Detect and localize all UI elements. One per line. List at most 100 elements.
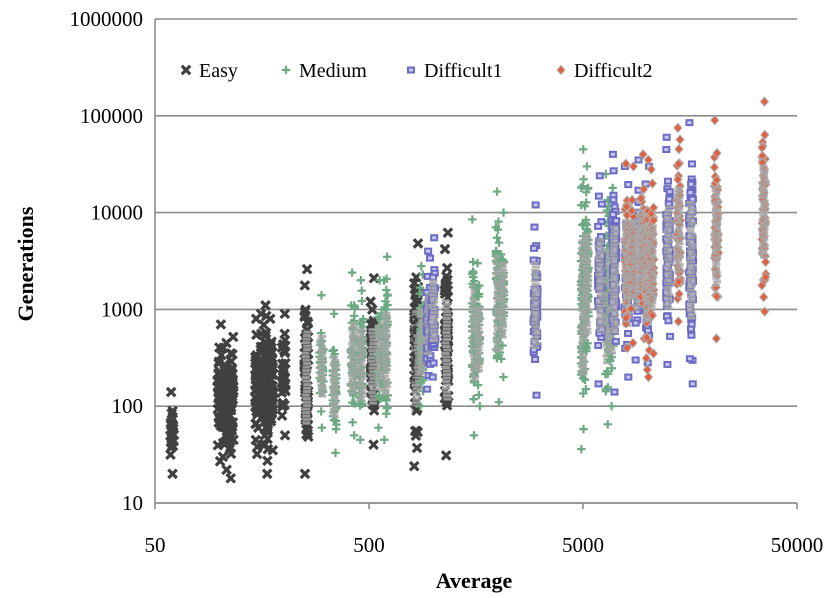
data-point-dense xyxy=(356,356,365,360)
data-point-dense xyxy=(442,334,451,338)
data-point-dense xyxy=(303,362,312,366)
data-point-dense xyxy=(628,243,637,247)
data-point-dense xyxy=(610,232,619,236)
data-point-dense xyxy=(606,330,615,334)
data-point-dense xyxy=(349,321,358,325)
data-point-dense xyxy=(675,206,684,210)
data-point-dense xyxy=(429,283,438,287)
data-point xyxy=(301,424,312,435)
data-point-dense xyxy=(674,227,683,231)
data-point xyxy=(492,187,502,196)
data-point-dense xyxy=(583,282,592,286)
data-point xyxy=(299,468,311,480)
data-point-dense xyxy=(687,208,696,212)
legend-item-difficult1: Difficult1 xyxy=(407,60,503,82)
data-point-dense xyxy=(582,278,591,282)
data-point-dense xyxy=(622,278,631,282)
data-point-dense xyxy=(318,334,327,338)
data-point-dense xyxy=(674,185,683,189)
data-point-dense xyxy=(417,353,426,357)
data-point-dense xyxy=(498,331,507,335)
y-tick-label: 10 xyxy=(122,491,143,515)
data-point xyxy=(428,273,437,281)
data-point-dense xyxy=(380,322,389,326)
data-point-dense xyxy=(759,245,768,249)
data-point-dense xyxy=(648,280,657,284)
data-point xyxy=(665,195,674,203)
data-point xyxy=(331,448,340,458)
data-point-dense xyxy=(302,379,311,383)
data-point xyxy=(423,272,432,280)
data-point-dense xyxy=(348,352,357,356)
data-point xyxy=(597,333,606,341)
data-point-dense xyxy=(417,339,426,343)
data-point-dense xyxy=(530,304,539,308)
data-point xyxy=(602,367,612,376)
data-point-dense xyxy=(494,342,503,346)
data-point-dense xyxy=(581,313,590,317)
data-point-dense xyxy=(531,283,540,287)
data-point xyxy=(424,247,433,255)
data-point-dense xyxy=(582,285,591,289)
data-point xyxy=(662,146,671,154)
data-point xyxy=(712,174,722,186)
data-point-dense xyxy=(411,390,420,394)
data-point-dense xyxy=(664,278,673,282)
data-point xyxy=(685,119,694,127)
data-point-dense xyxy=(493,307,502,311)
data-point-dense xyxy=(470,378,479,382)
data-point-dense xyxy=(622,250,631,254)
data-point-dense xyxy=(442,394,451,398)
data-point xyxy=(217,451,229,463)
data-point-dense xyxy=(474,306,483,310)
data-point-dense xyxy=(381,364,390,368)
data-point-dense xyxy=(474,362,483,366)
data-point-dense xyxy=(609,278,618,282)
data-point-dense xyxy=(687,225,696,229)
data-point-dense xyxy=(317,376,326,380)
data-point-dense xyxy=(303,383,312,387)
data-point xyxy=(382,274,391,284)
data-point-dense xyxy=(441,387,450,391)
data-point xyxy=(382,252,392,261)
data-point-dense xyxy=(369,352,378,356)
axes: 10 100 1000 10000 100000 1000000 50 500 5000 5000… xyxy=(70,7,824,557)
data-point-dense xyxy=(443,362,452,366)
data-point-dense xyxy=(633,275,642,279)
data-point xyxy=(472,291,481,300)
data-point xyxy=(383,291,392,300)
data-point xyxy=(439,243,451,255)
data-point-dense xyxy=(628,264,637,268)
data-point-dense xyxy=(609,257,618,261)
data-point-dense xyxy=(443,397,452,401)
data-point-dense xyxy=(664,208,673,212)
data-point xyxy=(609,196,618,204)
data-point-dense xyxy=(610,239,619,243)
data-point-dense xyxy=(301,376,310,380)
data-point-dense xyxy=(627,296,636,300)
data-point-dense xyxy=(369,401,378,405)
data-point-dense xyxy=(687,309,696,313)
data-point-dense xyxy=(414,376,423,380)
data-point xyxy=(665,188,674,196)
data-point-dense xyxy=(348,377,357,381)
data-point-dense xyxy=(442,373,451,377)
data-point-dense xyxy=(471,375,480,379)
data-point xyxy=(441,271,452,282)
data-point-dense xyxy=(330,376,339,380)
data-point xyxy=(469,394,479,404)
data-point-dense xyxy=(330,411,339,415)
data-point-dense xyxy=(687,292,696,296)
data-point xyxy=(250,434,262,446)
x-tick-label: 50 xyxy=(145,533,166,557)
data-point-dense xyxy=(474,341,483,345)
data-point-dense xyxy=(622,236,631,240)
data-point xyxy=(579,389,588,398)
data-point-dense xyxy=(381,329,390,333)
data-point-dense xyxy=(381,392,390,396)
data-point-dense xyxy=(713,255,722,259)
data-point-dense xyxy=(603,263,612,267)
data-point-dense xyxy=(633,303,642,307)
data-point-dense xyxy=(596,318,605,322)
data-point-dense xyxy=(648,238,657,242)
